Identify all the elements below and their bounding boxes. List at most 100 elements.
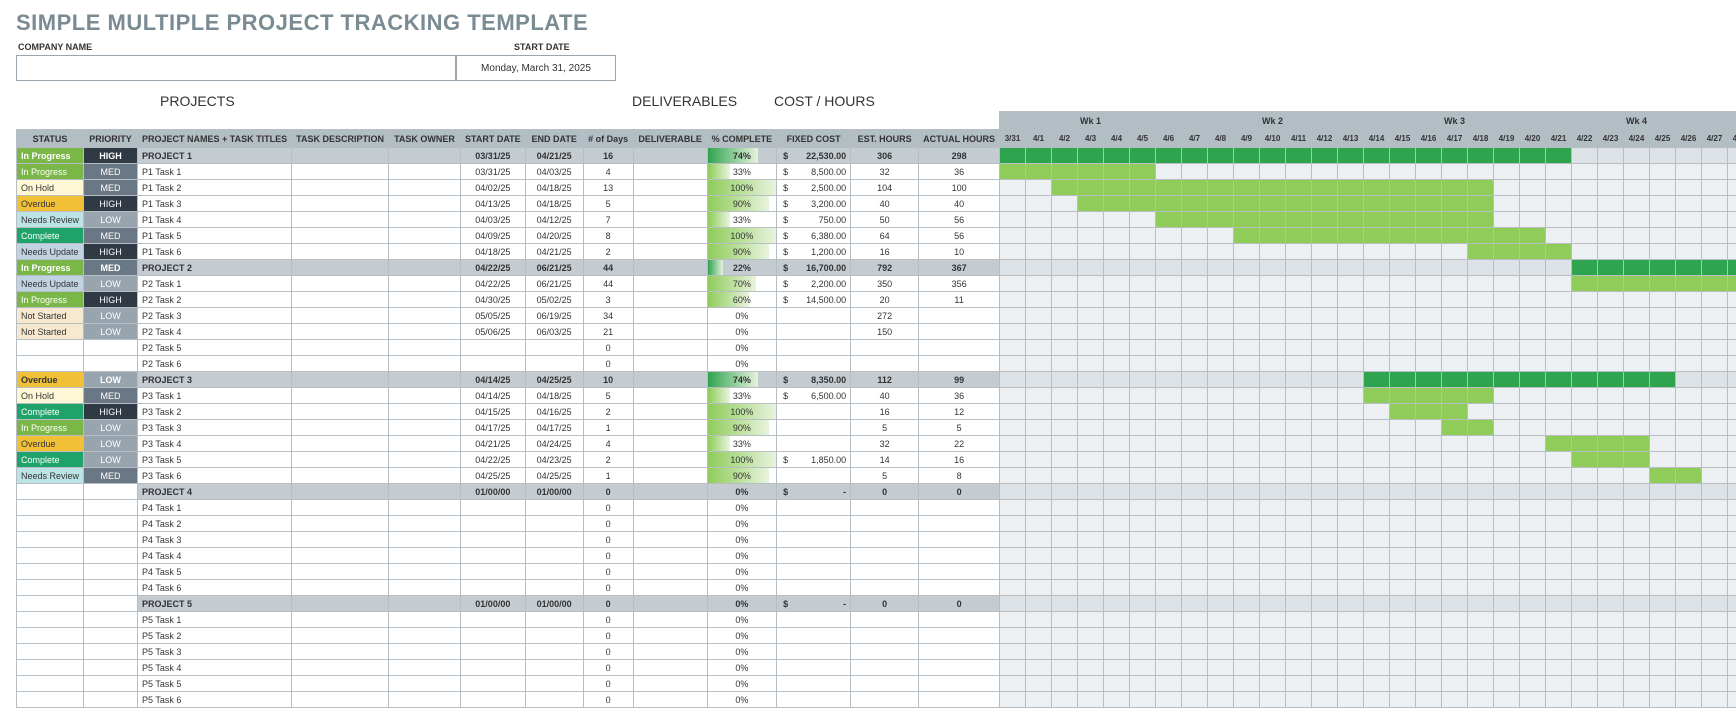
pct-cell[interactable]: 0% [707,516,777,532]
name-cell[interactable]: P1 Task 2 [138,180,292,196]
deliverable-cell[interactable] [633,548,707,564]
days-cell[interactable]: 0 [583,596,633,612]
startdate-cell[interactable]: 04/18/25 [460,244,525,260]
status-cell[interactable]: Complete [17,404,84,420]
project-row[interactable]: PROJECT 401/00/0001/00/0000%$-00 [17,484,1736,500]
days-cell[interactable]: 0 [583,660,633,676]
startdate-cell[interactable]: 03/31/25 [460,148,525,164]
owner-cell[interactable] [388,644,460,660]
days-cell[interactable]: 4 [583,164,633,180]
project-row[interactable]: In ProgressMEDPROJECT 204/22/2506/21/254… [17,260,1736,276]
desc-cell[interactable] [292,564,389,580]
startdate-cell[interactable] [460,644,525,660]
actual-hours-cell[interactable]: 16 [919,452,1000,468]
actual-hours-cell[interactable]: 367 [919,260,1000,276]
pct-cell[interactable]: 0% [707,612,777,628]
status-cell[interactable] [17,660,84,676]
task-row[interactable]: Needs ReviewLOWP1 Task 404/03/2504/12/25… [17,212,1736,228]
cost-cell[interactable] [777,324,851,340]
task-row[interactable]: Not StartedLOWP2 Task 405/06/2506/03/252… [17,324,1736,340]
est-hours-cell[interactable]: 350 [851,276,919,292]
status-cell[interactable] [17,596,84,612]
actual-hours-cell[interactable] [919,692,1000,708]
est-hours-cell[interactable] [851,692,919,708]
deliverable-cell[interactable] [633,644,707,660]
pct-cell[interactable]: 0% [707,308,777,324]
owner-cell[interactable] [388,500,460,516]
task-row[interactable]: P5 Task 300% [17,644,1736,660]
days-cell[interactable]: 44 [583,260,633,276]
status-cell[interactable] [17,644,84,660]
startdate-cell[interactable]: 04/02/25 [460,180,525,196]
startdate-cell[interactable] [460,676,525,692]
actual-hours-cell[interactable]: 356 [919,276,1000,292]
pct-cell[interactable]: 74% [707,372,777,388]
task-row[interactable]: Needs UpdateLOWP2 Task 104/22/2506/21/25… [17,276,1736,292]
startdate-cell[interactable]: 01/00/00 [460,596,525,612]
startdate-cell[interactable]: 04/15/25 [460,404,525,420]
actual-hours-cell[interactable]: 0 [919,484,1000,500]
pct-cell[interactable]: 0% [707,692,777,708]
task-row[interactable]: Needs UpdateHIGHP1 Task 604/18/2504/21/2… [17,244,1736,260]
priority-cell[interactable] [84,628,138,644]
col-header-cost[interactable]: FIXED COST [777,130,851,148]
deliverable-cell[interactable] [633,196,707,212]
startdate-cell[interactable] [460,500,525,516]
actual-hours-cell[interactable] [919,500,1000,516]
status-cell[interactable]: Not Started [17,324,84,340]
deliverable-cell[interactable] [633,468,707,484]
est-hours-cell[interactable]: 20 [851,292,919,308]
desc-cell[interactable] [292,244,389,260]
deliverable-cell[interactable] [633,452,707,468]
cost-cell[interactable] [777,500,851,516]
deliverable-cell[interactable] [633,148,707,164]
cost-cell[interactable] [777,532,851,548]
priority-cell[interactable] [84,676,138,692]
startdate-cell[interactable] [460,564,525,580]
status-cell[interactable]: Needs Review [17,212,84,228]
name-cell[interactable]: P3 Task 3 [138,420,292,436]
priority-cell[interactable]: LOW [84,420,138,436]
name-cell[interactable]: P3 Task 5 [138,452,292,468]
priority-cell[interactable] [84,692,138,708]
priority-cell[interactable] [84,532,138,548]
task-row[interactable]: OverdueHIGHP1 Task 304/13/2504/18/25590%… [17,196,1736,212]
cost-cell[interactable] [777,516,851,532]
est-hours-cell[interactable] [851,516,919,532]
deliverable-cell[interactable] [633,292,707,308]
enddate-cell[interactable]: 04/25/25 [525,468,583,484]
name-cell[interactable]: P5 Task 2 [138,628,292,644]
days-cell[interactable]: 44 [583,276,633,292]
status-cell[interactable]: Overdue [17,372,84,388]
deliverable-cell[interactable] [633,484,707,500]
pct-cell[interactable]: 90% [707,244,777,260]
actual-hours-cell[interactable]: 22 [919,436,1000,452]
deliverable-cell[interactable] [633,340,707,356]
enddate-cell[interactable]: 04/24/25 [525,436,583,452]
task-row[interactable]: P2 Task 500% [17,340,1736,356]
days-cell[interactable]: 10 [583,372,633,388]
deliverable-cell[interactable] [633,228,707,244]
cost-cell[interactable] [777,644,851,660]
deliverable-cell[interactable] [633,564,707,580]
status-cell[interactable] [17,676,84,692]
priority-cell[interactable]: LOW [84,212,138,228]
priority-cell[interactable] [84,596,138,612]
owner-cell[interactable] [388,356,460,372]
actual-hours-cell[interactable] [919,548,1000,564]
status-cell[interactable]: Needs Update [17,276,84,292]
cost-cell[interactable] [777,580,851,596]
owner-cell[interactable] [388,244,460,260]
days-cell[interactable]: 2 [583,452,633,468]
actual-hours-cell[interactable] [919,340,1000,356]
name-cell[interactable]: P5 Task 5 [138,676,292,692]
est-hours-cell[interactable] [851,612,919,628]
owner-cell[interactable] [388,484,460,500]
priority-cell[interactable]: LOW [84,308,138,324]
enddate-cell[interactable]: 04/18/25 [525,180,583,196]
enddate-cell[interactable]: 06/19/25 [525,308,583,324]
status-cell[interactable] [17,628,84,644]
task-row[interactable]: On HoldMEDP3 Task 104/14/2504/18/25533%$… [17,388,1736,404]
desc-cell[interactable] [292,276,389,292]
pct-cell[interactable]: 0% [707,500,777,516]
